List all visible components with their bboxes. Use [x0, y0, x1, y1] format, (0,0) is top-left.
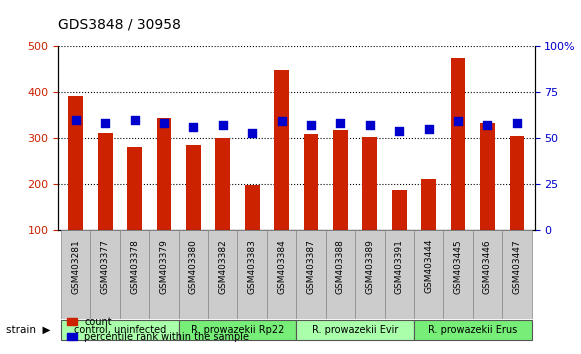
FancyBboxPatch shape	[414, 230, 443, 319]
Text: GSM403447: GSM403447	[512, 239, 521, 293]
Point	[71, 117, 80, 122]
FancyBboxPatch shape	[61, 320, 179, 341]
Point	[248, 130, 257, 135]
Bar	[274, 70, 289, 230]
FancyBboxPatch shape	[443, 230, 473, 319]
Text: GSM403281: GSM403281	[71, 239, 80, 294]
FancyBboxPatch shape	[296, 320, 414, 341]
Text: GSM403382: GSM403382	[218, 239, 227, 294]
FancyBboxPatch shape	[179, 320, 296, 341]
Bar	[451, 58, 465, 230]
Bar	[363, 137, 377, 230]
Point	[483, 122, 492, 128]
Text: GSM403445: GSM403445	[454, 239, 462, 293]
FancyBboxPatch shape	[385, 230, 414, 319]
FancyBboxPatch shape	[502, 230, 532, 319]
Text: GSM403378: GSM403378	[130, 239, 139, 294]
FancyBboxPatch shape	[91, 230, 120, 319]
Text: GSM403391: GSM403391	[394, 239, 404, 294]
Point	[277, 119, 286, 124]
Bar	[510, 136, 524, 230]
Bar	[216, 138, 230, 230]
FancyBboxPatch shape	[208, 230, 238, 319]
Bar	[157, 118, 171, 230]
Point	[306, 122, 315, 128]
Point	[512, 120, 522, 126]
FancyBboxPatch shape	[414, 320, 532, 341]
Text: GSM403379: GSM403379	[159, 239, 168, 294]
FancyBboxPatch shape	[267, 230, 296, 319]
Bar	[304, 135, 318, 230]
Point	[189, 124, 198, 130]
Text: GSM403388: GSM403388	[336, 239, 345, 294]
Point	[218, 122, 227, 128]
Text: GSM403380: GSM403380	[189, 239, 198, 294]
Text: GSM403377: GSM403377	[101, 239, 110, 294]
Bar	[245, 185, 260, 230]
Text: GSM403444: GSM403444	[424, 239, 433, 293]
Text: control, uninfected: control, uninfected	[74, 325, 166, 335]
Point	[365, 122, 375, 128]
FancyBboxPatch shape	[326, 230, 355, 319]
Bar	[392, 190, 407, 230]
FancyBboxPatch shape	[149, 230, 179, 319]
Point	[394, 128, 404, 133]
Text: GSM403384: GSM403384	[277, 239, 286, 294]
FancyBboxPatch shape	[473, 230, 502, 319]
Text: GSM403383: GSM403383	[248, 239, 257, 294]
FancyBboxPatch shape	[296, 230, 326, 319]
Bar	[186, 145, 200, 230]
FancyBboxPatch shape	[355, 230, 385, 319]
FancyBboxPatch shape	[238, 230, 267, 319]
Bar	[69, 96, 83, 230]
Text: GSM403446: GSM403446	[483, 239, 492, 293]
Text: GSM403389: GSM403389	[365, 239, 374, 294]
FancyBboxPatch shape	[179, 230, 208, 319]
Text: strain  ▶: strain ▶	[6, 325, 51, 335]
Legend: count, percentile rank within the sample: count, percentile rank within the sample	[63, 313, 253, 346]
Point	[453, 119, 462, 124]
FancyBboxPatch shape	[120, 230, 149, 319]
Bar	[480, 123, 495, 230]
Point	[130, 117, 139, 122]
Bar	[333, 130, 348, 230]
Text: R. prowazekii Rp22: R. prowazekii Rp22	[191, 325, 284, 335]
Text: R. prowazekii Evir: R. prowazekii Evir	[312, 325, 399, 335]
Point	[424, 126, 433, 132]
Text: R. prowazekii Erus: R. prowazekii Erus	[428, 325, 518, 335]
Bar	[421, 179, 436, 230]
Bar	[98, 133, 113, 230]
Bar	[127, 147, 142, 230]
Text: GDS3848 / 30958: GDS3848 / 30958	[58, 18, 181, 32]
Point	[336, 120, 345, 126]
Point	[101, 120, 110, 126]
Text: GSM403387: GSM403387	[307, 239, 315, 294]
FancyBboxPatch shape	[61, 230, 91, 319]
Point	[159, 120, 168, 126]
